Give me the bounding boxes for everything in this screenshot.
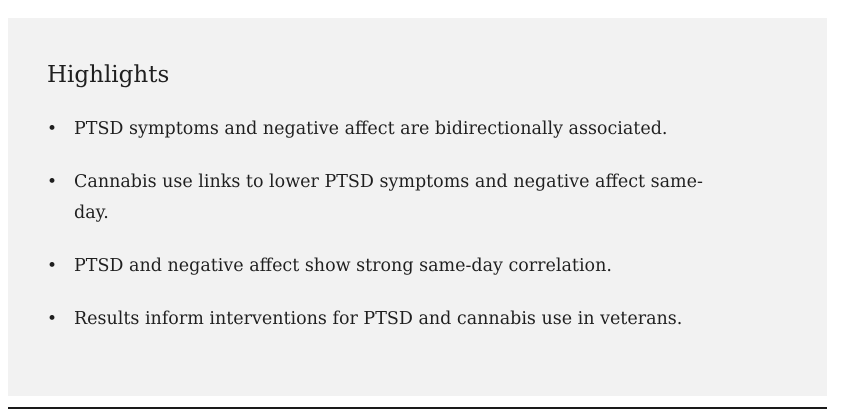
highlight-text: PTSD symptoms and negative affect are bi… xyxy=(74,119,668,139)
bullet-icon: • xyxy=(47,256,58,276)
highlights-section: Highlights • PTSD symptoms and negative … xyxy=(8,18,827,396)
bullet-icon: • xyxy=(47,172,58,192)
highlight-text: Results inform interventions for PTSD an… xyxy=(74,309,683,329)
bullet-icon: • xyxy=(47,119,58,139)
highlight-item: • PTSD symptoms and negative affect are … xyxy=(47,114,707,145)
bullet-icon: • xyxy=(47,309,58,329)
highlight-text: Cannabis use links to lower PTSD symptom… xyxy=(74,172,703,223)
highlight-item: • Cannabis use links to lower PTSD sympt… xyxy=(47,167,707,229)
highlight-item: • PTSD and negative affect show strong s… xyxy=(47,251,707,282)
highlights-title: Highlights xyxy=(47,62,170,88)
highlight-item: • Results inform interventions for PTSD … xyxy=(47,304,707,335)
highlights-list: • PTSD symptoms and negative affect are … xyxy=(47,114,707,335)
highlight-text: PTSD and negative affect show strong sam… xyxy=(74,256,612,276)
bottom-divider xyxy=(8,407,827,409)
